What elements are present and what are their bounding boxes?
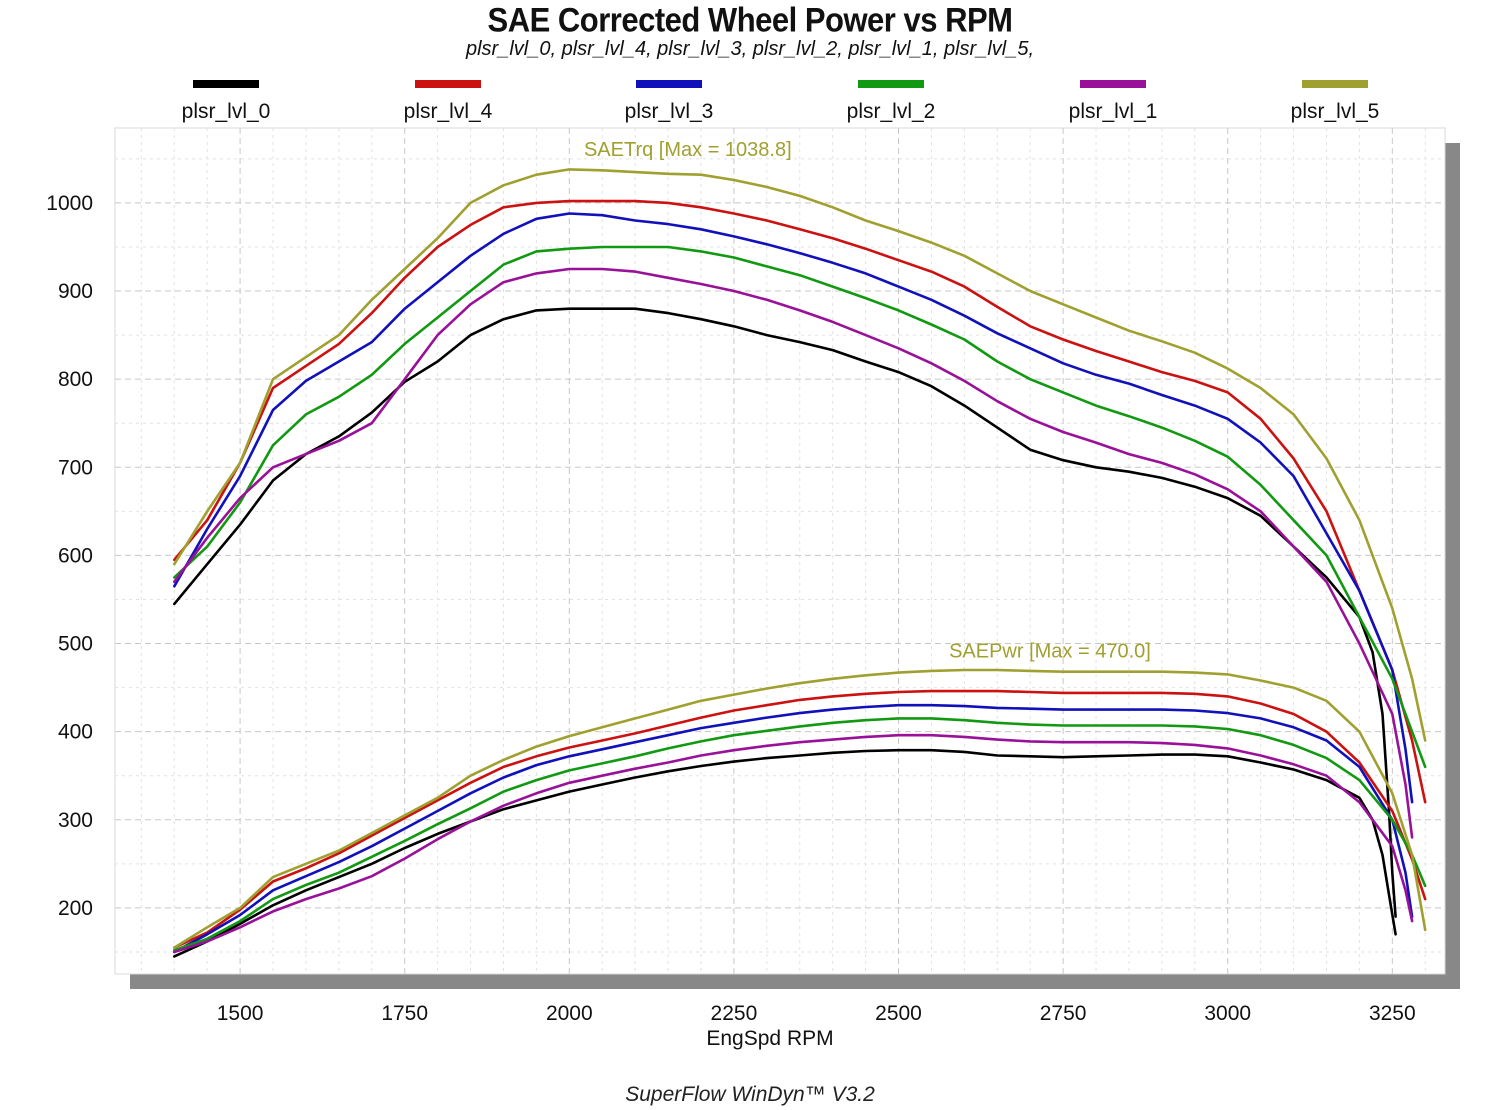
plsr_lvl_5-torque-line (173, 168, 1427, 742)
legend-label: plsr_lvl_5 (1290, 100, 1380, 123)
legend-item-plsr_lvl_4: plsr_lvl_4 (368, 80, 528, 124)
legend: plsr_lvl_0 plsr_lvl_4 plsr_lvl_3 plsr_lvl_2… (0, 80, 1500, 130)
x-tick-label: 1750 (381, 1002, 428, 1025)
plsr_lvl_0-power-line (173, 748, 1397, 958)
plsr_lvl_5-power-line (173, 668, 1427, 949)
plsr_lvl_4-power-line (173, 689, 1427, 949)
legend-label: plsr_lvl_4 (403, 100, 493, 123)
chart-subtitle: plsr_lvl_0, plsr_lvl_4, plsr_lvl_3, plsr… (465, 38, 1035, 60)
plsr_lvl_1-torque-line (173, 267, 1414, 839)
legend-swatch (1302, 80, 1368, 88)
y-tick-label: 700 (58, 456, 93, 479)
plsr_lvl_4-torque-line (173, 199, 1427, 804)
plot-area (114, 127, 1446, 975)
legend-label: plsr_lvl_0 (181, 100, 271, 123)
x-axis-label: EngSpd RPM (706, 1027, 833, 1050)
chart-annotation: SAEPwr [Max = 470.0] (949, 641, 1151, 663)
y-tick-label: 500 (58, 633, 93, 656)
y-tick-label: 900 (58, 280, 93, 303)
legend-item-plsr_lvl_5: plsr_lvl_5 (1255, 80, 1415, 124)
plsr_lvl_3-torque-line (173, 212, 1414, 804)
plsr_lvl_3-power-line (173, 703, 1414, 954)
footer-credit: SuperFlow WinDyn™ V3.2 (625, 1083, 875, 1106)
legend-item-plsr_lvl_0: plsr_lvl_0 (146, 80, 306, 124)
legend-swatch (193, 80, 259, 88)
legend-swatch (415, 80, 481, 88)
plsr_lvl_2-torque-line (173, 245, 1427, 769)
legend-swatch (858, 80, 924, 88)
y-tick-label: 300 (58, 809, 93, 832)
x-tick-label: 2000 (546, 1002, 593, 1025)
plsr_lvl_1-power-line (173, 733, 1414, 954)
annotations: SAETrq [Max = 1038.8] SAEPwr [Max = 470.0… (584, 139, 1151, 662)
y-tick-label: 1000 (46, 192, 93, 215)
grid (115, 128, 1445, 974)
chart-annotation: SAETrq [Max = 1038.8] (584, 139, 792, 161)
y-tick-label: 200 (58, 897, 93, 920)
y-tick-label: 400 (58, 721, 93, 744)
legend-label: plsr_lvl_3 (624, 100, 714, 123)
x-tick-label: 2750 (1040, 1002, 1087, 1025)
x-tick-label: 1500 (217, 1002, 264, 1025)
legend-label: plsr_lvl_1 (1068, 100, 1158, 123)
x-tick-label: 2250 (711, 1002, 758, 1025)
legend-item-plsr_lvl_1: plsr_lvl_1 (1033, 80, 1193, 124)
axes: 1500 1750 2000 2250 2500 2750 3000 3250 200 300 40… (46, 192, 1415, 1025)
x-tick-label: 3250 (1369, 1002, 1416, 1025)
legend-swatch (1080, 80, 1146, 88)
plsr_lvl_2-power-line (173, 717, 1427, 952)
y-tick-label: 800 (58, 368, 93, 391)
x-tick-label: 2500 (875, 1002, 922, 1025)
legend-item-plsr_lvl_2: plsr_lvl_2 (811, 80, 971, 124)
chart-title: SAE Corrected Wheel Power vs RPM (487, 0, 1013, 40)
x-tick-label: 3000 (1204, 1002, 1251, 1025)
legend-label: plsr_lvl_2 (846, 100, 936, 123)
legend-swatch (636, 80, 702, 88)
y-tick-label: 600 (58, 544, 93, 567)
legend-item-plsr_lvl_3: plsr_lvl_3 (589, 80, 749, 124)
series-layer (173, 168, 1427, 958)
